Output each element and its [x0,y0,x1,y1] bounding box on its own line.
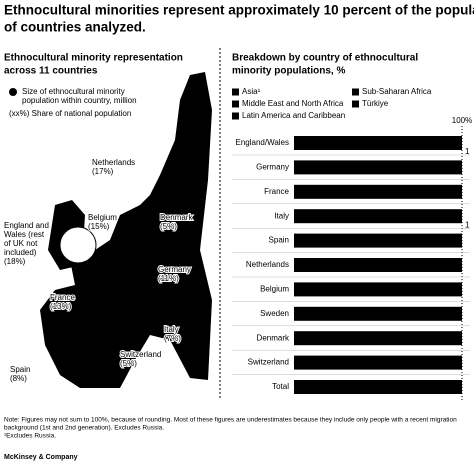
map-label: Spain [10,365,30,374]
legend-label: Middle East and North Africa [242,99,344,108]
note: background (1st and 2nd generation). Exc… [4,425,164,432]
legend-label: Türkiye [362,99,389,108]
map-label: (13%) [50,302,72,311]
map-label: Netherlands [92,158,135,167]
category-label: England/Wales [235,138,289,147]
map-bubble [59,226,97,264]
category-label: Sweden [260,309,289,318]
map-subtitle: Ethnocultural minority representation [4,53,183,64]
map-label: (15%) [88,222,110,231]
map-legend: (xx%) Share of national population [9,109,131,118]
bar [294,331,462,346]
bar [294,209,462,224]
map-label: (8%) [10,374,27,383]
map-label: England and [4,221,49,230]
map-label: Belgium [88,213,117,222]
map-label: (17%) [92,167,114,176]
legend-swatch [232,100,239,108]
title: Ethnocultural minorities represent appro… [4,3,474,18]
bar [294,233,462,248]
map-label: Wales (rest [4,230,45,239]
end-label: 1 [465,147,470,156]
note: Note: Figures may not sum to 100%, becau… [4,417,457,424]
legend-label: Sub-Saharan Africa [362,87,432,96]
bar [294,184,462,199]
map-label: (7%) [164,334,181,343]
x-tick-label: 100% [452,116,472,125]
bar [294,306,462,321]
category-label: Total [272,382,289,391]
bar [294,258,462,272]
category-label: Denmark [257,333,290,342]
category-label: Germany [256,163,289,172]
bar [294,282,462,297]
map-label: Germany [158,265,191,274]
chart-subtitle: Breakdown by country of ethnocultural [232,53,418,64]
bar [294,355,462,370]
legend-label: Latin America and Caribbean [242,111,345,120]
category-label: France [264,187,289,196]
map-subtitle: across 11 countries [4,66,98,77]
map-label: (18%) [4,257,26,266]
legend-swatch [232,112,239,120]
legend-bubble [9,88,17,96]
legend-swatch [352,100,359,108]
map-label: included) [4,248,37,257]
legend-swatch [352,88,359,96]
bar [294,136,462,150]
map-legend: population within country, million [22,96,137,105]
bar [294,380,462,394]
bar [294,160,462,175]
map-label: (5%) [120,359,137,368]
category-label: Italy [274,211,289,220]
map-label: Italy [164,325,179,334]
legend-swatch [232,88,239,96]
chart-subtitle: minority populations, % [232,66,345,77]
end-label: 1 [465,220,470,229]
map-label: France [50,293,75,302]
note: ¹Excludes Russia. [4,433,56,440]
map-label: (5%) [160,222,177,231]
category-label: Switzerland [248,358,289,367]
category-label: Netherlands [246,260,289,269]
map-label: Switzerland [120,350,161,359]
map-label: Denmark [160,213,193,222]
map-silhouette [40,72,212,388]
map-label: of UK not [4,239,38,248]
map-legend: Size of ethnocultural minority [22,87,125,96]
category-label: Belgium [260,285,289,294]
category-label: Spain [269,236,289,245]
title: of countries analyzed. [4,20,146,35]
map-label: (11%) [158,274,179,283]
legend-label: Asia¹ [242,87,261,96]
source: McKinsey & Company [4,454,78,461]
